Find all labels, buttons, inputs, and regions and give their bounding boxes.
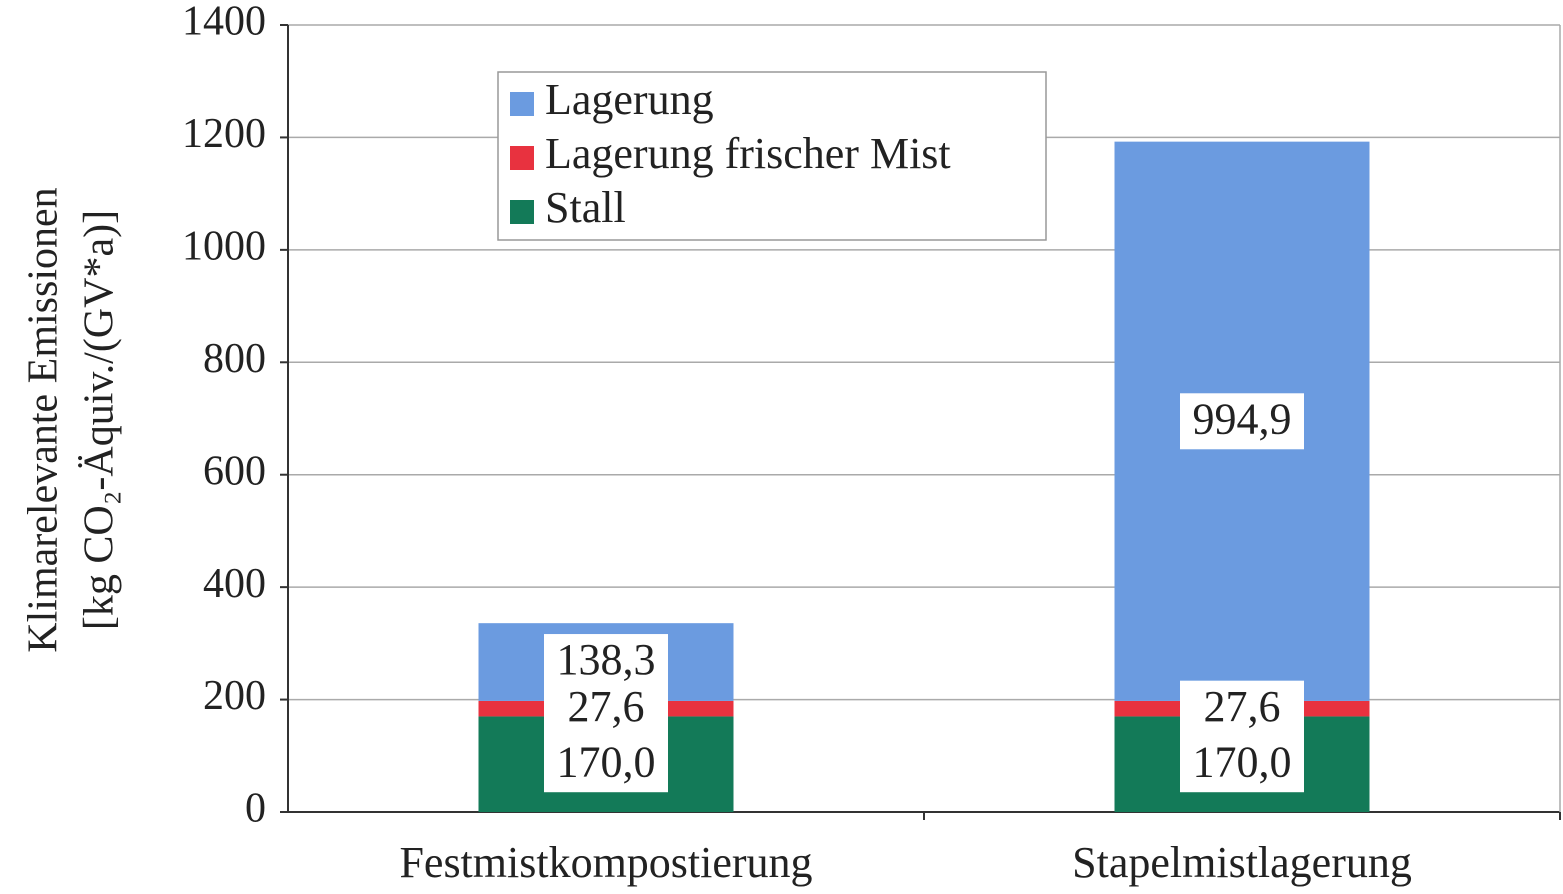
legend: Lagerung Lagerung frischer Mist Stall — [497, 71, 1047, 241]
data-label: 170,0 — [544, 736, 668, 793]
legend-swatch — [510, 146, 534, 170]
y-tick-label: 1000 — [182, 223, 266, 269]
x-tick-label: Stapelmistlagerung — [1072, 838, 1412, 887]
data-label-text: 170,0 — [557, 737, 656, 786]
data-label: 994,9 — [1180, 393, 1304, 450]
y-axis-title-line: [kg CO₂-Äquiv./(GV*a)] — [77, 210, 123, 630]
legend-box — [497, 71, 1047, 241]
data-label-box — [1180, 736, 1304, 793]
data-label-box — [544, 634, 668, 691]
y-axis-title: Klimarelevante Emissionen [kg CO₂-Äquiv.… — [21, 187, 123, 652]
y-tick-label: 1400 — [182, 0, 266, 45]
data-label-box — [544, 736, 668, 793]
data-label: 27,6 — [1180, 680, 1304, 737]
legend-label: Stall — [545, 183, 626, 232]
legend-label: Lagerung frischer Mist — [545, 129, 951, 178]
data-label-text: 994,9 — [1193, 394, 1292, 443]
data-label-text: 27,6 — [1204, 682, 1281, 731]
y-axis-title-line: Klimarelevante Emissionen — [21, 187, 67, 652]
legend-swatch — [510, 200, 534, 224]
data-label: 138,3 — [544, 634, 668, 691]
x-tick-label: Festmistkompostierung — [399, 838, 812, 887]
data-label: 170,0 — [1180, 736, 1304, 793]
legend-swatch — [510, 92, 534, 116]
data-label-text: 170,0 — [1193, 737, 1292, 786]
y-tick-label: 0 — [245, 786, 266, 832]
legend-label: Lagerung — [545, 75, 714, 124]
y-tick-label: 400 — [203, 561, 266, 607]
y-tick-label: 600 — [203, 448, 266, 494]
y-tick-label: 1200 — [182, 111, 266, 157]
data-label-box — [1180, 680, 1304, 737]
data-label-box — [1180, 393, 1304, 450]
y-tick-label: 800 — [203, 336, 266, 382]
y-tick-label: 200 — [203, 673, 266, 719]
data-label-text: 138,3 — [557, 635, 656, 684]
